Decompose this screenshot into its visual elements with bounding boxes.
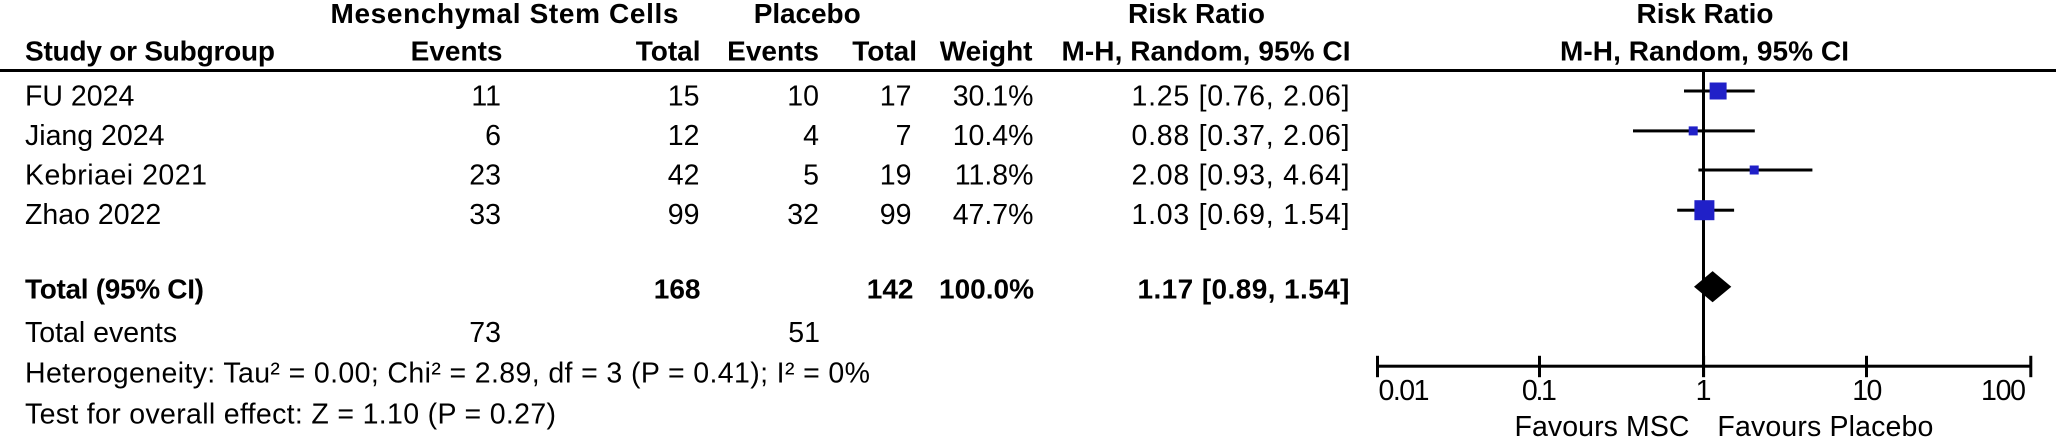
svg-text:73: 73 (469, 317, 501, 349)
svg-text:1.17 [0.89, 1.54]: 1.17 [0.89, 1.54] (1138, 273, 1350, 304)
svg-text:42: 42 (668, 159, 700, 191)
svg-text:99: 99 (668, 199, 700, 231)
svg-text:Risk Ratio: Risk Ratio (1128, 0, 1265, 29)
svg-text:Risk Ratio: Risk Ratio (1637, 0, 1774, 29)
svg-text:Mesenchymal Stem Cells: Mesenchymal Stem Cells (331, 0, 679, 29)
svg-text:Kebriaei 2021: Kebriaei 2021 (25, 159, 207, 191)
svg-text:99: 99 (880, 199, 912, 231)
svg-text:Events: Events (727, 36, 819, 67)
svg-text:1: 1 (1696, 375, 1712, 407)
svg-text:1.25 [0.76, 2.06]: 1.25 [0.76, 2.06] (1132, 80, 1350, 112)
svg-text:15: 15 (668, 80, 700, 112)
svg-text:0.88 [0.37, 2.06]: 0.88 [0.37, 2.06] (1132, 120, 1350, 152)
svg-text:142: 142 (867, 273, 914, 304)
svg-text:11.8%: 11.8% (955, 159, 1034, 191)
svg-text:2.08 [0.93, 4.64]: 2.08 [0.93, 4.64] (1132, 159, 1350, 191)
svg-text:Study or Subgroup: Study or Subgroup (25, 36, 275, 67)
svg-text:168: 168 (654, 273, 701, 304)
svg-text:51: 51 (788, 317, 820, 349)
svg-text:Placebo: Placebo (754, 0, 861, 29)
svg-text:19: 19 (880, 159, 912, 191)
svg-text:Test for overall effect: Z = 1: Test for overall effect: Z = 1.10 (P = 0… (25, 399, 556, 431)
svg-text:Total events: Total events (25, 317, 177, 349)
svg-text:Weight: Weight (940, 36, 1033, 67)
svg-text:100.0%: 100.0% (939, 273, 1034, 304)
svg-text:10: 10 (1852, 375, 1882, 407)
svg-text:1.03 [0.69, 1.54]: 1.03 [0.69, 1.54] (1132, 199, 1350, 231)
svg-text:Jiang 2024: Jiang 2024 (25, 120, 165, 152)
svg-text:Favours Placebo: Favours Placebo (1717, 411, 1933, 438)
svg-text:0.01: 0.01 (1379, 375, 1430, 407)
svg-text:10.4%: 10.4% (953, 120, 1034, 152)
svg-text:7: 7 (896, 120, 912, 152)
svg-text:5: 5 (803, 159, 819, 191)
svg-text:11: 11 (471, 80, 501, 112)
svg-text:Events: Events (411, 36, 503, 67)
svg-text:4: 4 (803, 120, 819, 152)
svg-text:30.1%: 30.1% (953, 80, 1034, 112)
svg-text:33: 33 (469, 199, 501, 231)
svg-text:FU 2024: FU 2024 (25, 80, 134, 112)
svg-text:0.1: 0.1 (1522, 375, 1557, 407)
svg-text:10: 10 (787, 80, 819, 112)
svg-text:M-H, Random, 95% CI: M-H, Random, 95% CI (1062, 36, 1351, 67)
svg-text:Heterogeneity: Tau² = 0.00; Ch: Heterogeneity: Tau² = 0.00; Chi² = 2.89,… (25, 357, 870, 389)
svg-text:Total (95% CI): Total (95% CI) (25, 273, 204, 304)
svg-text:12: 12 (668, 120, 700, 152)
svg-text:Total: Total (636, 36, 701, 67)
svg-text:23: 23 (469, 159, 501, 191)
svg-text:100: 100 (1981, 375, 2026, 407)
svg-text:Favours MSC: Favours MSC (1515, 411, 1690, 438)
svg-text:47.7%: 47.7% (953, 199, 1034, 231)
svg-text:M-H, Random, 95% CI: M-H, Random, 95% CI (1560, 36, 1849, 67)
svg-text:Total: Total (852, 36, 917, 67)
svg-text:32: 32 (787, 199, 819, 231)
svg-text:6: 6 (485, 120, 501, 152)
svg-text:17: 17 (880, 80, 912, 112)
svg-text:Zhao 2022: Zhao 2022 (25, 199, 161, 231)
